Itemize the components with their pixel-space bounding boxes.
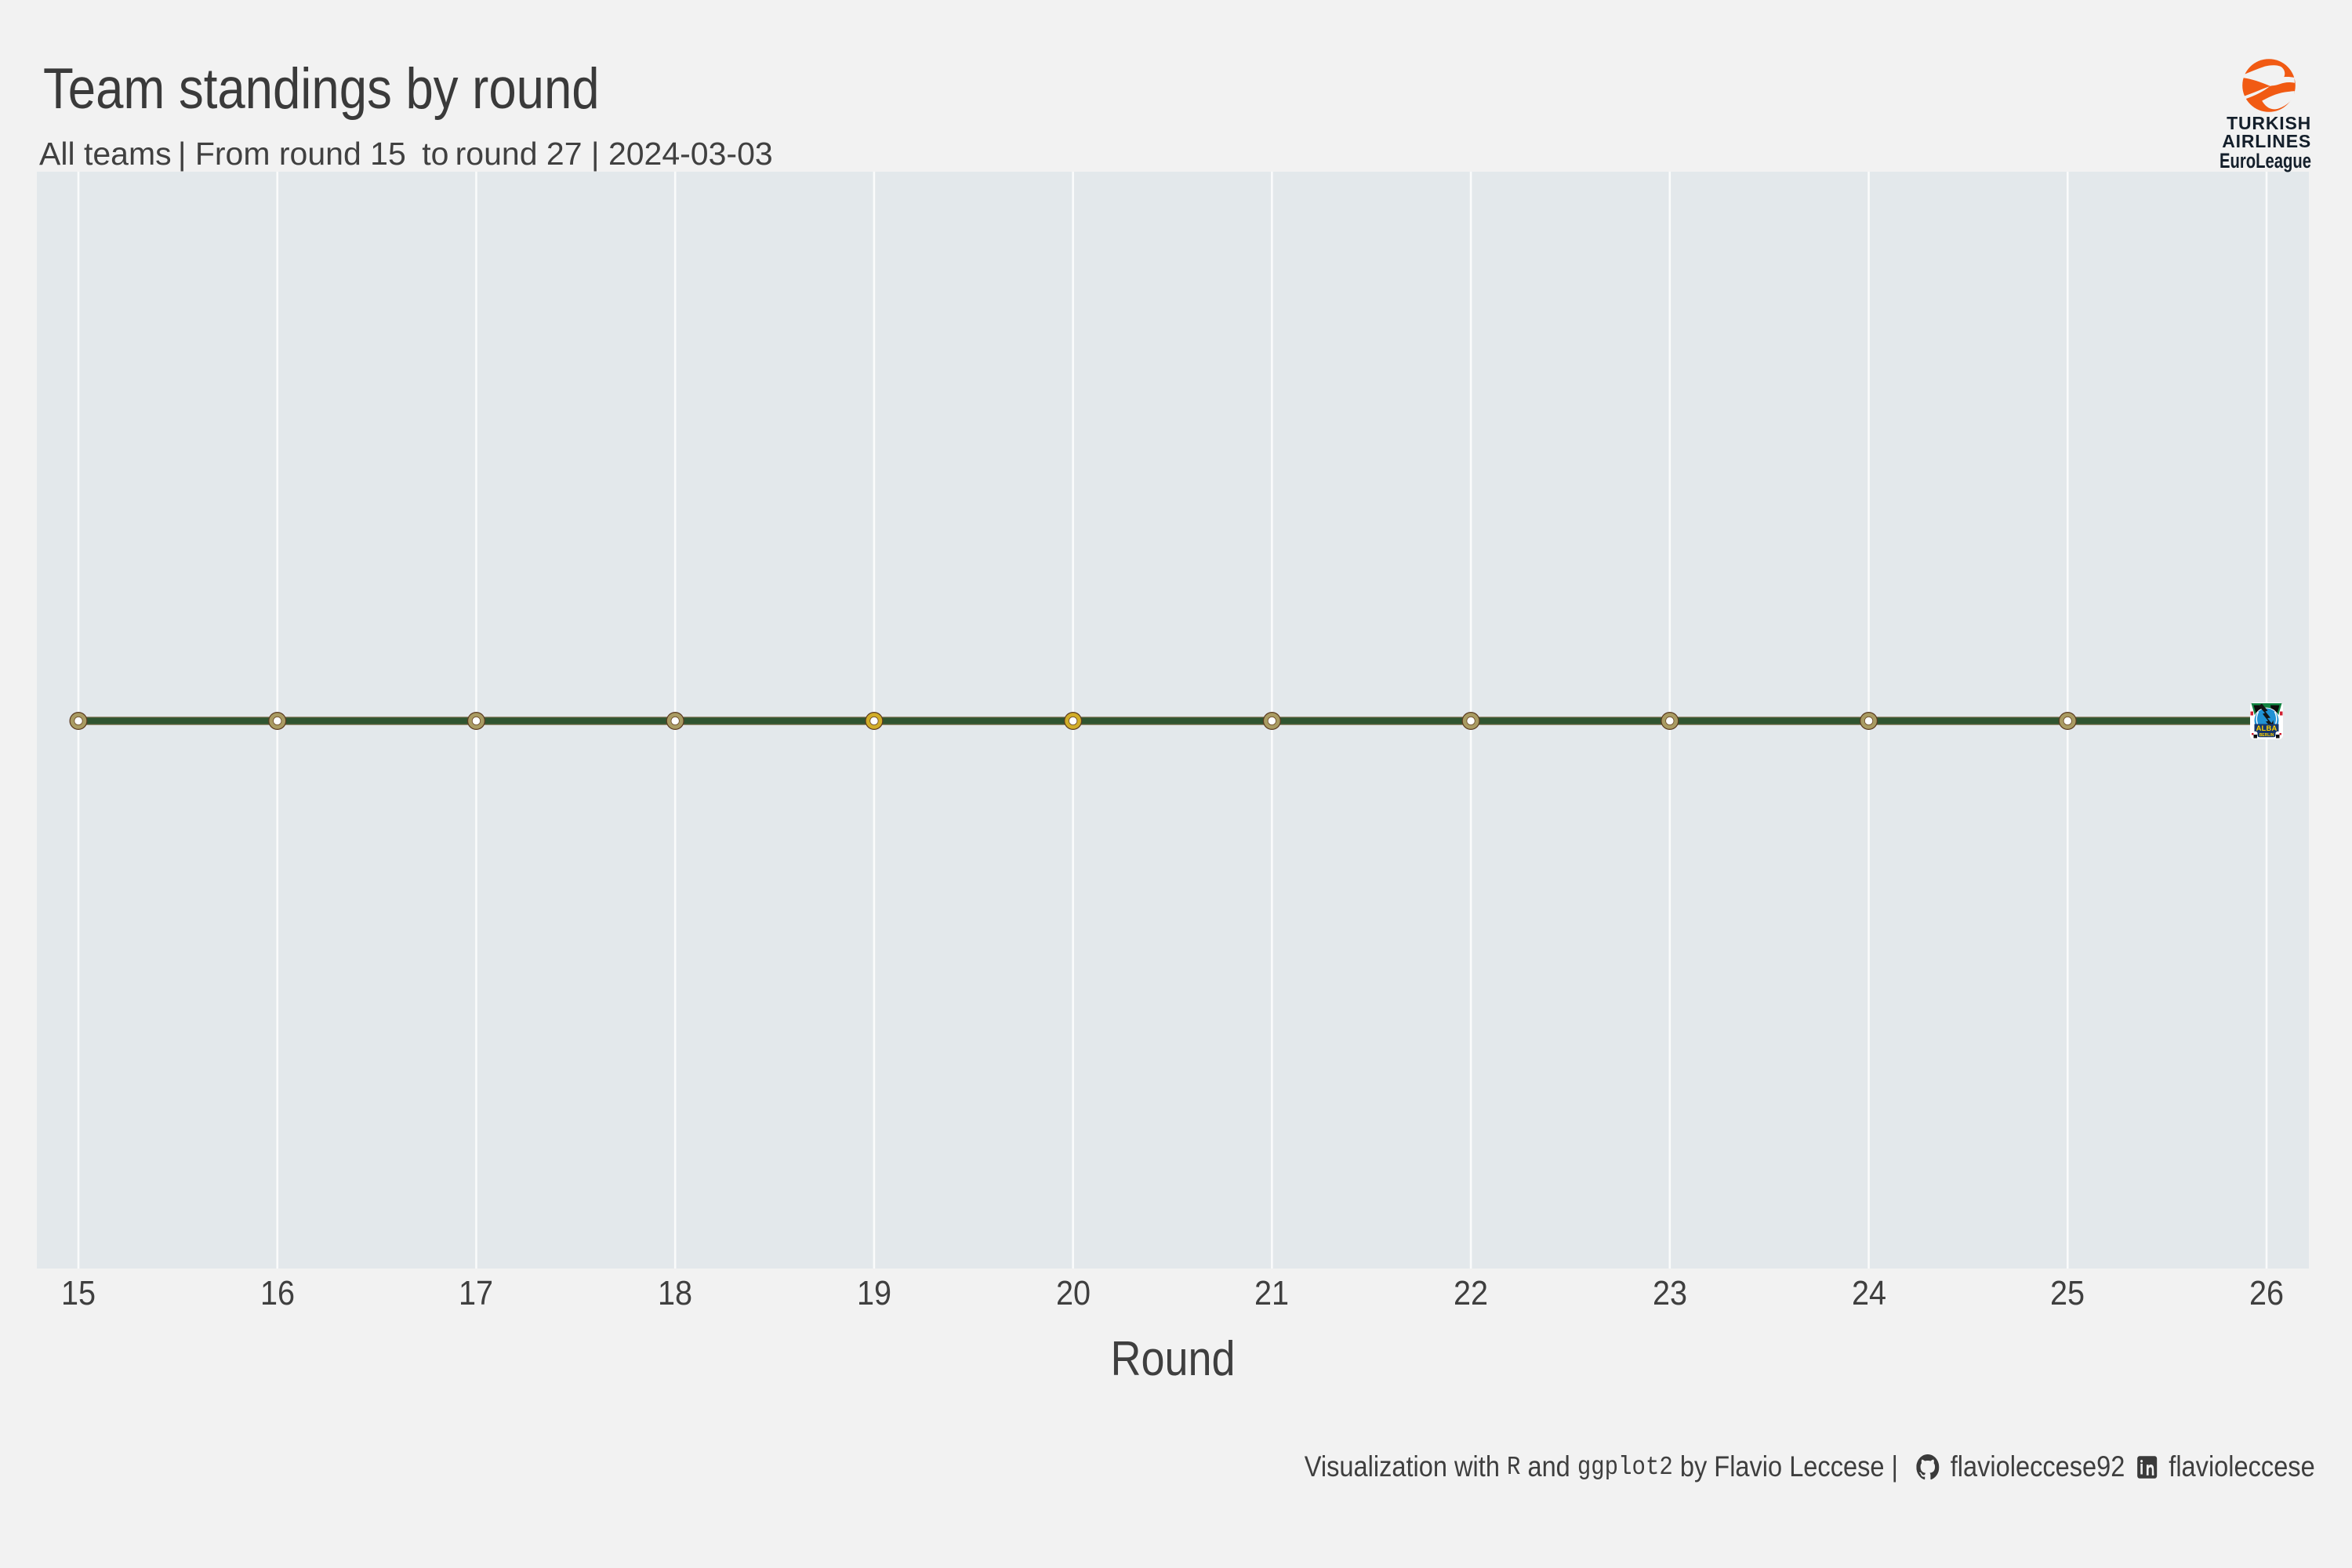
- svg-text:ALBA: ALBA: [2256, 724, 2278, 732]
- svg-text:BERLIN: BERLIN: [2259, 733, 2274, 738]
